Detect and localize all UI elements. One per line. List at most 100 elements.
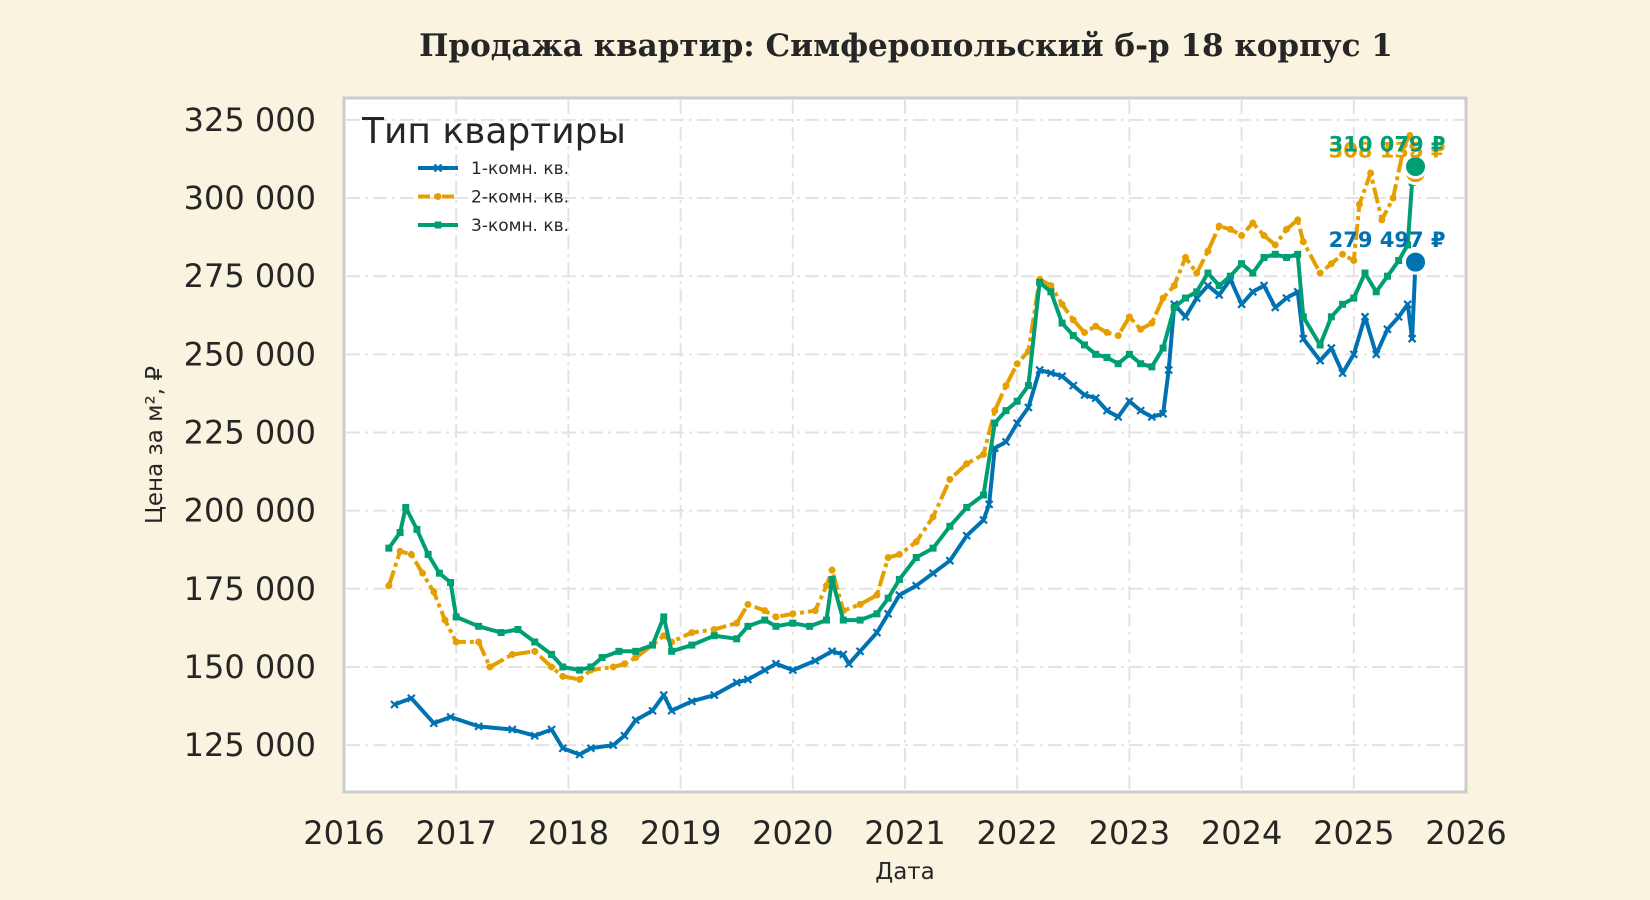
data-point <box>991 419 999 427</box>
data-point <box>895 590 904 600</box>
data-point <box>1204 269 1212 277</box>
y-axis-label: Цена за м², ₽ <box>142 366 168 524</box>
data-point <box>856 616 864 624</box>
x-tick-label: 2022 <box>976 814 1057 852</box>
data-point <box>407 550 415 558</box>
data-point <box>576 666 584 674</box>
data-point <box>1069 332 1077 340</box>
data-point <box>1350 294 1358 302</box>
data-point <box>709 690 719 700</box>
data-point <box>1270 303 1280 312</box>
x-tick-labels: 2016 2017 2018 2019 2020 2021 2022 2023 2024 2025… <box>303 814 1506 852</box>
data-point <box>1024 403 1033 412</box>
data-point <box>1069 381 1078 390</box>
series-2 <box>385 132 1420 683</box>
data-point <box>1226 272 1234 280</box>
data-point <box>659 690 669 700</box>
data-point <box>743 675 753 684</box>
data-point <box>1282 293 1291 303</box>
data-point <box>1203 281 1213 290</box>
data-point <box>475 622 483 630</box>
data-point <box>547 725 556 734</box>
x-tick-label: 2019 <box>640 814 721 852</box>
data-point <box>1081 328 1089 336</box>
data-point <box>744 622 752 630</box>
x-tick-label: 2020 <box>752 814 833 852</box>
data-point <box>447 579 455 587</box>
data-point <box>789 619 797 627</box>
data-point <box>1299 238 1307 246</box>
data-point <box>979 515 988 525</box>
data-point <box>429 718 439 728</box>
data-point <box>598 654 606 662</box>
data-point <box>1125 313 1133 321</box>
data-point <box>1058 300 1066 308</box>
data-point <box>558 743 568 753</box>
data-point <box>615 647 623 655</box>
y-tick-label: 225 000 <box>184 413 316 451</box>
x-tick-label: 2016 <box>303 814 384 852</box>
data-point <box>772 622 780 630</box>
y-tick-label: 275 000 <box>184 257 316 295</box>
data-point <box>660 613 668 621</box>
data-point <box>587 663 595 671</box>
data-point <box>1147 412 1157 422</box>
data-point <box>963 460 971 468</box>
data-point <box>1137 325 1145 333</box>
data-point <box>855 647 865 656</box>
data-point <box>872 628 882 637</box>
data-point <box>1327 313 1335 321</box>
data-point <box>390 700 399 709</box>
data-point <box>1403 300 1412 309</box>
data-point <box>1114 332 1122 340</box>
data-point <box>928 568 938 578</box>
data-point <box>1080 390 1089 400</box>
data-point <box>1136 406 1145 415</box>
data-point <box>631 715 640 725</box>
data-point <box>1182 253 1189 261</box>
data-point <box>1394 312 1403 322</box>
data-point <box>441 616 449 624</box>
data-point <box>1024 382 1032 390</box>
data-point <box>895 550 903 558</box>
data-point <box>452 613 460 621</box>
data-point <box>576 675 584 683</box>
end-points: 279 497 ₽ 308 135 ₽310 079 ₽ <box>1329 133 1446 275</box>
data-point <box>660 632 668 640</box>
data-point <box>1002 382 1010 390</box>
legend-label: 3-комн. кв. <box>471 216 569 236</box>
data-point <box>424 550 432 558</box>
data-point <box>1260 232 1268 240</box>
data-point <box>827 647 837 656</box>
data-point <box>531 638 539 646</box>
data-point <box>621 660 628 668</box>
data-point <box>402 504 410 512</box>
data-point <box>1092 322 1100 330</box>
x-tick-label: 2024 <box>1201 814 1282 852</box>
data-point <box>1013 360 1021 368</box>
data-point <box>1395 257 1403 265</box>
legend-label: 1-комн. кв. <box>471 159 569 179</box>
data-point <box>1294 216 1302 224</box>
data-point <box>946 522 954 530</box>
data-point <box>1361 269 1369 277</box>
data-point <box>1238 260 1246 268</box>
legend-title: Тип квартиры <box>361 111 626 152</box>
x-tick-label: 2026 <box>1425 814 1506 852</box>
end-value-label: 279 497 ₽ <box>1329 228 1446 252</box>
data-point <box>1047 282 1055 290</box>
data-point <box>688 641 696 649</box>
data-point <box>407 693 416 703</box>
x-tick-label: 2021 <box>864 814 945 852</box>
data-point <box>1091 393 1101 403</box>
data-point <box>789 610 797 618</box>
data-point <box>1249 269 1257 277</box>
data-point <box>1327 343 1336 353</box>
data-point <box>1215 222 1223 230</box>
x-axis-label: Дата <box>875 859 935 885</box>
data-point <box>1214 290 1224 300</box>
data-point <box>548 650 556 658</box>
data-point <box>1158 409 1168 419</box>
y-tick-label: 250 000 <box>184 335 316 373</box>
